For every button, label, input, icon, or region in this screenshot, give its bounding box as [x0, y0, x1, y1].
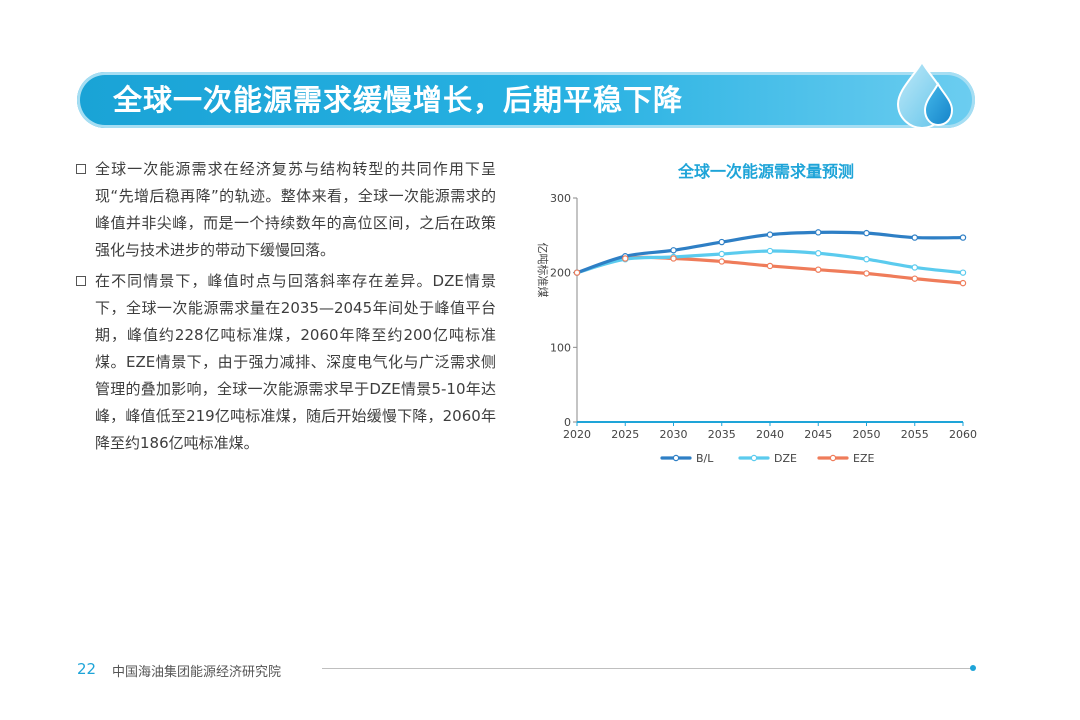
data-point-bl — [766, 231, 774, 238]
x-tick-label: 2030 — [660, 428, 688, 441]
bullet-item: 在不同情景下，峰值时点与回落斜率存在差异。DZE情景下，全球一次能源需求量在20… — [76, 268, 496, 457]
footer-divider — [322, 668, 972, 669]
data-point-bl — [959, 234, 967, 241]
y-tick-label: 200 — [550, 267, 571, 280]
series-line-eze — [575, 255, 965, 285]
data-point-bl — [670, 247, 677, 254]
data-point-dze — [718, 250, 725, 258]
x-tick-label: 2025 — [611, 428, 639, 441]
data-point-eze — [573, 269, 581, 276]
legend-label: B/L — [696, 452, 714, 465]
data-point-bl — [911, 234, 918, 241]
data-point-eze — [863, 270, 870, 277]
data-point-eze — [718, 258, 725, 265]
y-tick-label: 0 — [564, 416, 571, 429]
footer-dot-icon — [970, 665, 976, 671]
data-point-bl — [863, 229, 870, 237]
bullet-text: 在不同情景下，峰值时点与回落斜率存在差异。DZE情景下，全球一次能源需求量在20… — [95, 272, 496, 452]
x-tick-label: 2020 — [563, 428, 591, 441]
data-point-eze — [766, 262, 774, 270]
x-tick-label: 2060 — [949, 428, 977, 441]
data-point-bl — [815, 229, 822, 236]
data-point-eze — [622, 255, 629, 262]
data-point-bl — [718, 238, 725, 246]
legend-label: EZE — [853, 452, 874, 465]
y-axis-label: 亿吨标准煤 — [536, 243, 550, 298]
x-tick-label: 2055 — [901, 428, 929, 441]
data-point-eze — [911, 275, 918, 282]
legend-label: DZE — [774, 452, 797, 465]
line-chart: 0 100 200 300 亿吨标准煤 2020 2025 2030 2035 2040 2045 2… — [536, 192, 977, 465]
data-point-dze — [766, 247, 774, 255]
checkbox-bullet-icon — [76, 164, 86, 174]
legend-marker — [672, 454, 680, 462]
bullet-item: 全球一次能源需求在经济复苏与结构转型的共同作用下呈现“先增后稳再降”的轨迹。整体… — [76, 156, 496, 264]
data-point-dze — [959, 269, 967, 276]
bullet-list: 全球一次能源需求在经济复苏与结构转型的共同作用下呈现“先增后稳再降”的轨迹。整体… — [76, 156, 496, 461]
data-point-dze — [911, 264, 918, 271]
x-tick-label: 2050 — [853, 428, 881, 441]
legend-marker — [750, 454, 758, 462]
legend-marker — [829, 454, 837, 462]
data-point-dze — [815, 250, 822, 257]
data-point-eze — [959, 279, 967, 287]
y-tick-label: 300 — [550, 192, 571, 205]
page-number: 22 — [77, 660, 97, 678]
page-title: 全球一次能源需求缓慢增长，后期平稳下降 — [113, 83, 684, 117]
y-tick-label: 100 — [550, 341, 571, 354]
water-drop-icon — [896, 59, 954, 130]
footer-organization: 中国海油集团能源经济研究院 — [112, 665, 282, 680]
bullet-text: 全球一次能源需求在经济复苏与结构转型的共同作用下呈现“先增后稳再降”的轨迹。整体… — [95, 160, 496, 259]
chart-title: 全球一次能源需求量预测 — [677, 162, 854, 181]
data-point-dze — [863, 256, 870, 263]
title-banner: 全球一次能源需求缓慢增长，后期平稳下降 — [77, 72, 975, 128]
x-tick-label: 2040 — [756, 428, 784, 441]
x-tick-label: 2045 — [804, 428, 832, 441]
data-point-eze — [670, 255, 677, 262]
checkbox-bullet-icon — [76, 276, 86, 286]
data-point-eze — [815, 266, 822, 273]
x-tick-label: 2035 — [708, 428, 736, 441]
